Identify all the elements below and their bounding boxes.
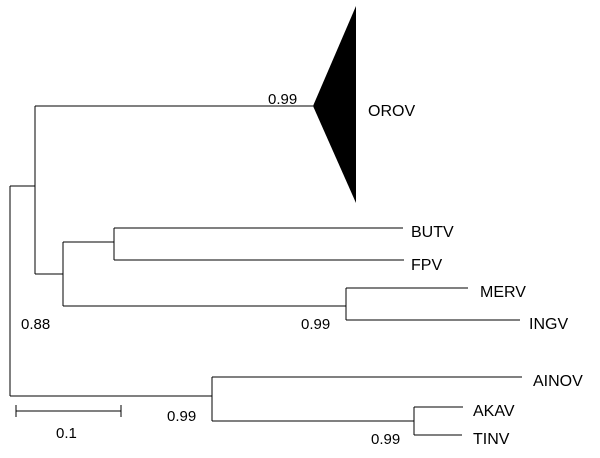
ingv-label: INGV [529, 316, 568, 333]
fpv-label: FPV [411, 257, 442, 274]
akav-label: AKAV [473, 403, 515, 420]
merv-ingv-support-value: 0.99 [301, 316, 330, 333]
lower-clade-support-value: 0.99 [167, 408, 196, 425]
inner-clade-support-value: 0.88 [21, 316, 50, 333]
orov-support-value: 0.99 [268, 91, 297, 108]
orov-label: OROV [368, 103, 415, 120]
orov-collapsed-clade [313, 6, 356, 203]
akav-tinv-support-value: 0.99 [371, 431, 400, 448]
ainov-label: AINOV [533, 373, 583, 390]
merv-label: MERV [480, 284, 526, 301]
scale-bar-label: 0.1 [56, 425, 77, 442]
tinv-label: TINV [473, 431, 510, 448]
butv-label: BUTV [411, 224, 454, 241]
